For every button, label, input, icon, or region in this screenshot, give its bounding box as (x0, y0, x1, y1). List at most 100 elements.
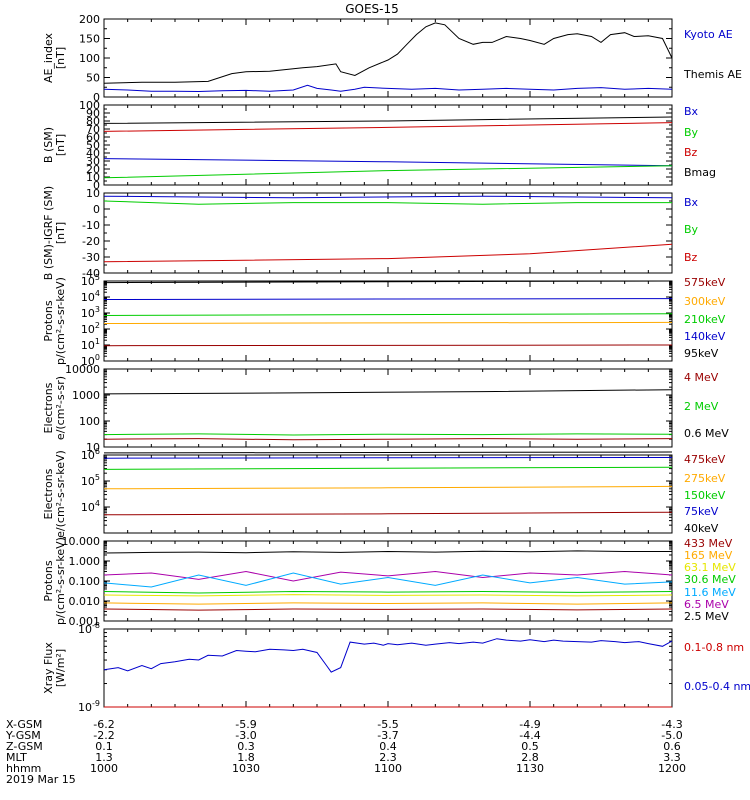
series-line (103, 485, 673, 490)
series-line (103, 344, 673, 347)
x-tick-value: 0.4 (379, 740, 397, 753)
x-tick-value: 1.3 (95, 751, 113, 764)
series-line (103, 511, 673, 516)
x-tick-value: 1100 (374, 762, 402, 775)
y-axis-label: [nT] (54, 134, 67, 156)
y-axis-label: [nT] (54, 222, 67, 244)
legend-entry: 140keV (684, 330, 726, 343)
y-tick-label: -10 (82, 219, 100, 232)
panel-frame (103, 628, 673, 708)
y-axis-label: p/(cm²-s-sr-keV) (54, 277, 67, 365)
y-tick-label: -40 (82, 267, 100, 280)
y-tick-label: 50 (86, 139, 100, 152)
x-tick-value: 1030 (232, 762, 260, 775)
series-line (103, 570, 673, 582)
y-tick-label: 40 (86, 147, 100, 160)
panel-7: 0.001 0.010 0.100 1.000 10.000 Protons p/(cm²-… (42, 535, 736, 628)
x-tick-value: 2.3 (379, 751, 397, 764)
y-tick-label: -30 (82, 251, 100, 264)
x-tick-value: 0.3 (237, 740, 255, 753)
y-tick-label: 50 (86, 72, 100, 85)
y-tick-label: 20 (86, 163, 100, 176)
series-line (103, 116, 673, 124)
x-tick-value: -6.2 (93, 718, 114, 731)
y-tick-label: 100 (79, 415, 100, 428)
y-axis-label: AE_index (42, 32, 55, 83)
y-tick-label: 0 (93, 179, 100, 192)
x-axis-row-label: hhmm (6, 762, 41, 775)
x-tick-value: 2.8 (521, 751, 539, 764)
y-tick-label: 150 (79, 33, 100, 46)
series-line (103, 165, 673, 179)
x-tick-value: 1.8 (237, 751, 255, 764)
y-axis-label: Xray Flux (42, 642, 55, 694)
legend-entry: 0.6 MeV (684, 427, 729, 440)
y-axis-label: [nT] (54, 47, 67, 69)
x-tick-value: 1200 (658, 762, 686, 775)
legend-entry: 63.1 MeV (684, 561, 736, 574)
y-axis-label: e/(cm²-s-sr) (54, 376, 67, 440)
x-tick-value: 0.5 (521, 740, 539, 753)
series-line (103, 22, 673, 84)
legend-entry: Bz (684, 146, 698, 159)
y-tick-label: 1000 (72, 389, 100, 402)
y-axis-label: Protons (42, 560, 55, 601)
series-line (103, 451, 673, 454)
x-axis-row-label: X-GSM (6, 718, 42, 731)
series-line (103, 608, 673, 611)
legend-entry: 165 MeV (684, 549, 733, 562)
y-tick-label: 100 (79, 52, 100, 65)
legend-entry: 4 MeV (684, 371, 719, 384)
legend-entry: 433 MeV (684, 537, 733, 550)
legend-entry: Bx (684, 105, 699, 118)
legend-entry: By (684, 126, 699, 139)
panel-frame (103, 368, 673, 448)
y-tick-label: 10.000 (62, 535, 101, 548)
series-line (103, 590, 673, 594)
panel-1: 0 50 100 150 200 AE_index [nT] Kyoto AE Themis A… (42, 13, 742, 104)
legend-entry: Themis AE (683, 68, 742, 81)
y-axis-label: B (SM)-IGRF (SM) (42, 186, 55, 280)
x-axis-row-label: Z-GSM (6, 740, 43, 753)
x-tick-value: 0.1 (95, 740, 113, 753)
y-tick-label: 70 (86, 123, 100, 136)
legend-entry: 75keV (684, 505, 719, 518)
series-line (103, 313, 673, 316)
x-tick-value: 1130 (516, 762, 544, 775)
x-tick-value: -4.3 (661, 718, 682, 731)
y-tick-label: 90 (86, 107, 100, 120)
series-line (103, 280, 673, 284)
y-tick-label: 0.100 (69, 575, 101, 588)
legend-entry: 2 MeV (684, 400, 719, 413)
series-line (103, 389, 673, 395)
x-tick-value: 1000 (90, 762, 118, 775)
legend-entry: 210keV (684, 313, 726, 326)
series-line (103, 550, 672, 554)
series-line (103, 84, 673, 93)
panel-6: 104 105 106 Electrons e/(cm²-s-sr-keV) 475keV… (42, 447, 726, 538)
series-line (103, 122, 673, 132)
series-line (103, 158, 673, 167)
panel-frame (103, 454, 673, 534)
y-tick-label: 60 (86, 131, 100, 144)
y-axis-label: B (SM) (42, 127, 55, 163)
y-tick-label: 30 (86, 155, 100, 168)
legend-entry: 95keV (684, 347, 719, 360)
legend-entry: 0.1-0.8 nm (684, 641, 744, 654)
series-line (103, 200, 672, 205)
series-line (103, 457, 673, 459)
series-line (103, 638, 673, 673)
legend-entry: 475keV (684, 453, 726, 466)
y-tick-label: 104 (81, 289, 100, 304)
panel-8: 10-9 10-8 Xray Flux [W/m²] 0.1-0.8 nm 0.05-0.… (42, 621, 750, 714)
series-line (103, 438, 673, 441)
x-tick-value: 3.3 (663, 751, 681, 764)
x-tick-value: -2.2 (93, 729, 114, 742)
y-tick-label: 105 (81, 273, 100, 288)
y-axis-label: p/(cm²-s-sr-keV) (54, 537, 67, 625)
y-axis-label: e/(cm²-s-sr-keV) (54, 450, 67, 538)
